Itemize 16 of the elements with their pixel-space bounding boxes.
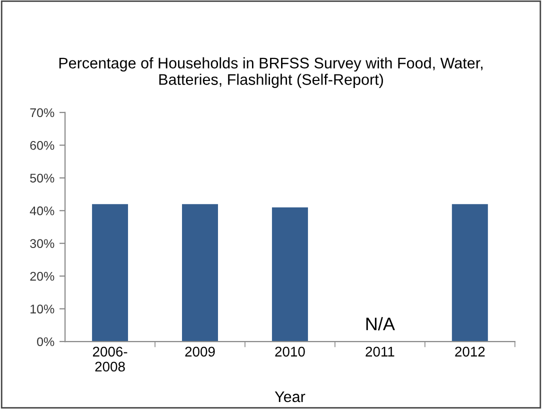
y-tick-label: 50%	[30, 174, 54, 183]
y-tick-label: 30%	[30, 239, 54, 248]
y-tick-label: 60%	[30, 140, 54, 150]
y-tick-label: 20%	[30, 272, 54, 281]
x-tick-label: 2006- 2008	[92, 346, 128, 372]
y-tick-label: 0%	[37, 337, 54, 346]
y-tick-label: 10%	[30, 304, 54, 314]
x-tick-label: 2012	[455, 346, 485, 357]
x-axis-title: Year	[274, 392, 306, 402]
y-tick-label: 70%	[30, 108, 54, 118]
chart-title: Percentage of Households in BRFSS Survey with Food, Water, Batteries, Flashlight (Self-Report)	[59, 57, 482, 88]
x-tick-label: 2009	[185, 346, 215, 357]
x-tick-label: 2011	[366, 346, 394, 357]
y-tick-label: 40%	[30, 206, 54, 216]
annotation: N/A	[366, 317, 395, 330]
x-tick-label: 2010	[275, 346, 305, 357]
